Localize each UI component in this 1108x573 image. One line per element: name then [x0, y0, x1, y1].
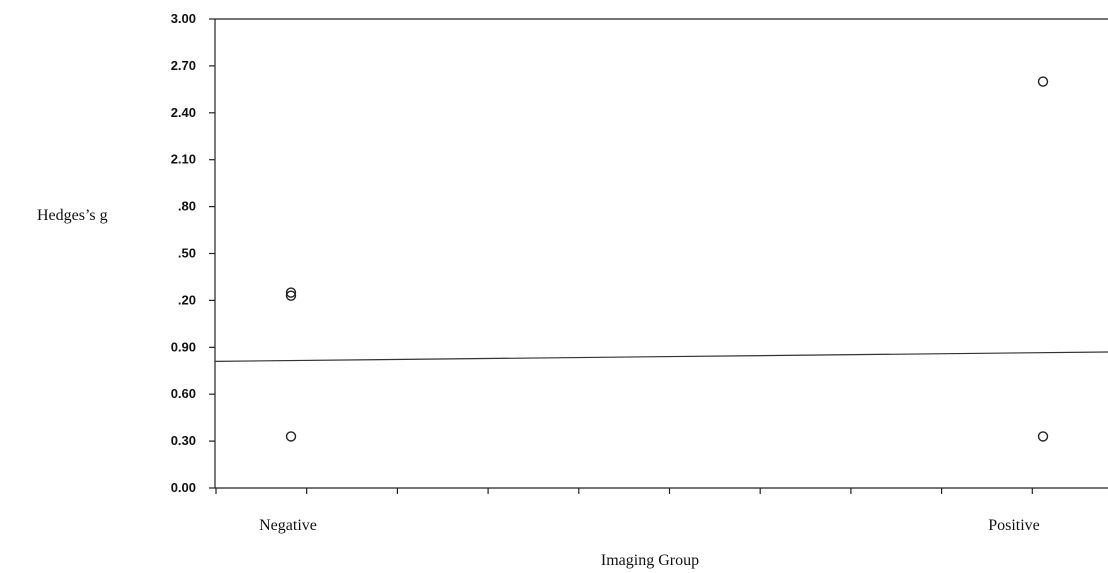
- x-axis-title: Imaging Group: [601, 552, 699, 569]
- y-tick-label: 0.60: [171, 386, 196, 401]
- data-point: [285, 431, 297, 442]
- y-ticks: 0.00 0.30 0.60 0.90 .20 .50 .80 2.10 2.40 2.70 3.0…: [171, 11, 215, 495]
- category-labels: Negative Positive: [259, 517, 1040, 534]
- y-axis-title: Hedges’s g: [37, 207, 108, 224]
- y-tick-label: 2.10: [171, 152, 196, 167]
- y-tick-label: .80: [178, 199, 196, 214]
- y-tick-label: .20: [178, 292, 196, 307]
- data-point: [285, 290, 297, 301]
- data-points: [285, 76, 1049, 442]
- fit-line: [214, 351, 1108, 362]
- y-tick-label: 2.40: [171, 105, 196, 120]
- x-ticks: [215, 488, 1033, 494]
- data-point: [1037, 431, 1049, 442]
- y-tick-label: 0.00: [171, 480, 196, 495]
- y-tick-label: 2.70: [171, 58, 196, 73]
- y-tick-label: .50: [178, 246, 196, 261]
- data-point: [1037, 76, 1049, 87]
- data-point: [285, 287, 297, 298]
- category-label-positive: Positive: [988, 517, 1040, 534]
- category-label-negative: Negative: [259, 517, 317, 534]
- y-tick-label: 0.30: [171, 433, 196, 448]
- y-tick-label: 0.90: [171, 339, 196, 354]
- y-tick-label: 3.00: [171, 11, 196, 26]
- axes: [214, 18, 1108, 489]
